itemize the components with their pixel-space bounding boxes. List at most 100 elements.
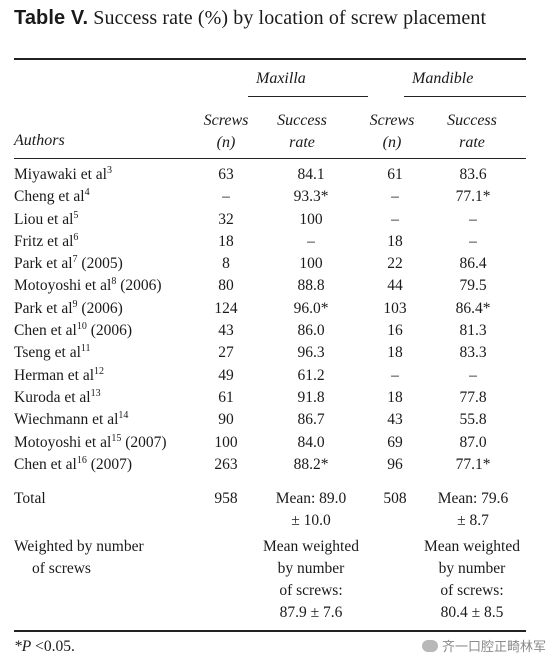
author-name: Park et al	[14, 299, 73, 317]
mean-line: Mean: 79.6	[437, 490, 509, 507]
watermark-text: 齐一口腔正畸林军	[441, 639, 546, 654]
maxilla-screws-cell: 61	[218, 388, 234, 406]
group-header-maxilla: Maxilla	[256, 70, 306, 87]
weighted-line: Mean weighted	[424, 538, 520, 555]
mandible-rate-cell: –	[469, 210, 477, 228]
maxilla-rate-cell: 96.0*	[293, 299, 329, 317]
col-header-line: Success	[277, 112, 327, 129]
maxilla-screws-cell: 32	[218, 210, 234, 228]
author-cell: Herman et al12	[14, 365, 200, 387]
maxilla-rate-cell: 100	[299, 255, 323, 273]
maxilla-rate-cell: 93.3*	[293, 188, 329, 206]
col-header-line: (n)	[216, 134, 236, 151]
table-row: Liou et al5 32 100 – –	[14, 209, 526, 231]
col-header-mandible-screws: Screws (n)	[364, 110, 420, 154]
author-cell: Motoyoshi et al15 (2007)	[14, 432, 200, 454]
reference-number: 16	[76, 454, 87, 466]
mandible-screws-cell: 18	[387, 344, 403, 362]
mandible-rate-cell: 86.4	[459, 255, 487, 273]
publication-year: (2006)	[81, 299, 123, 317]
maxilla-screws-cell: 43	[218, 322, 234, 340]
weighted-label-line: Weighted by number	[14, 538, 144, 555]
table-row: Park et al9 (2006) 124 96.0* 103 86.4*	[14, 298, 526, 320]
maxilla-rate-cell: 84.0	[297, 433, 325, 451]
reference-number: 8	[111, 276, 117, 288]
weighted-line: Mean weighted	[263, 538, 359, 555]
author-name: Kuroda et al	[14, 388, 91, 406]
mandible-screws-cell: –	[391, 366, 399, 384]
table-caption: Success rate (%) by location of screw pl…	[93, 7, 487, 29]
mandible-screws-cell: 44	[387, 277, 403, 295]
mandible-screws-cell: 18	[387, 388, 403, 406]
table-row: Motoyoshi et al15 (2007) 100 84.0 69 87.0	[14, 432, 526, 454]
maxilla-screws-cell: 27	[218, 344, 234, 362]
footnote: *P <0.05.	[14, 638, 75, 656]
maxilla-rate-cell: 88.8	[297, 277, 325, 295]
maxilla-screws-cell: 49	[218, 366, 234, 384]
bottom-rule	[14, 630, 526, 632]
author-name: Herman et al	[14, 366, 95, 384]
mandible-rate-cell: –	[469, 232, 477, 250]
col-header-line: Success	[447, 112, 497, 129]
table-row: Kuroda et al13 61 91.8 18 77.8	[14, 387, 526, 409]
reference-number: 4	[84, 187, 90, 199]
weighted-maxilla: Mean weighted by number of screws: 87.9 …	[248, 536, 374, 624]
author-cell: Park et al9 (2006)	[14, 298, 200, 320]
author-cell: Park et al7 (2005)	[14, 253, 200, 275]
watermark: 齐一口腔正畸林军	[421, 636, 546, 655]
publication-year: (2007)	[125, 433, 167, 451]
reference-number: 3	[106, 165, 112, 176]
mandible-rate-cell: 86.4*	[455, 299, 491, 317]
reference-number: 15	[111, 432, 122, 444]
col-header-authors: Authors	[14, 132, 65, 149]
table-row: Chen et al16 (2007) 263 88.2* 96 77.1*	[14, 454, 526, 476]
total-mandible-n: 508	[383, 490, 407, 507]
maxilla-rate-cell: 100	[299, 210, 323, 228]
publication-year: (2005)	[81, 255, 123, 273]
weighted-label: Weighted by number of screws	[14, 536, 144, 580]
weighted-line: by number	[438, 560, 506, 577]
mandible-screws-cell: 96	[387, 455, 403, 473]
maxilla-rate-cell: –	[307, 232, 315, 250]
maxilla-screws-cell: 8	[222, 255, 230, 273]
author-name: Liou et al	[14, 210, 74, 228]
maxilla-rate-cell: 86.7	[297, 411, 325, 429]
maxilla-screws-cell: 80	[218, 277, 234, 295]
col-header-mandible-rate: Success rate	[440, 110, 504, 154]
mandible-underline	[404, 96, 526, 97]
col-header-line: rate	[289, 134, 315, 151]
reference-number: 13	[90, 387, 101, 399]
mandible-rate-cell: 83.6	[459, 166, 487, 183]
table-title: Table V. Success rate (%) by location of…	[14, 6, 542, 30]
weighted-line: 80.4 ± 8.5	[440, 604, 504, 621]
author-name: Chen et al	[14, 455, 77, 473]
wechat-icon	[421, 639, 438, 652]
weighted-mandible: Mean weighted by number of screws: 80.4 …	[410, 536, 534, 624]
publication-year: (2006)	[90, 322, 133, 340]
weighted-line: of screws:	[440, 582, 504, 599]
footnote-text: <0.05.	[31, 638, 75, 655]
maxilla-rate-cell: 61.2	[297, 366, 325, 384]
weighted-line: 87.9 ± 7.6	[279, 604, 343, 621]
author-cell: Fritz et al6	[14, 231, 200, 253]
reference-number: 7	[72, 254, 78, 266]
mandible-screws-cell: 18	[387, 232, 403, 250]
author-cell: Cheng et al4	[14, 186, 200, 208]
mandible-screws-cell: 61	[387, 166, 403, 183]
author-name: Miyawaki et al	[14, 166, 107, 183]
col-header-maxilla-screws: Screws (n)	[198, 110, 254, 154]
sd-line: ± 10.0	[291, 512, 331, 529]
author-cell: Kuroda et al13	[14, 387, 200, 409]
sd-line: ± 8.7	[457, 512, 489, 529]
author-cell: Liou et al5	[14, 209, 200, 231]
maxilla-rate-cell: 84.1	[297, 166, 325, 183]
reference-number: 9	[72, 298, 78, 310]
table-row: Herman et al12 49 61.2 – –	[14, 365, 526, 387]
maxilla-rate-cell: 91.8	[297, 388, 325, 406]
footnote-symbol: *P	[14, 638, 32, 655]
author-name: Motoyoshi et al	[14, 277, 112, 295]
reference-number: 11	[80, 343, 91, 355]
maxilla-rate-cell: 96.3	[297, 344, 325, 362]
mandible-rate-cell: 79.5	[459, 277, 487, 295]
maxilla-rate-cell: 88.2*	[293, 455, 329, 473]
